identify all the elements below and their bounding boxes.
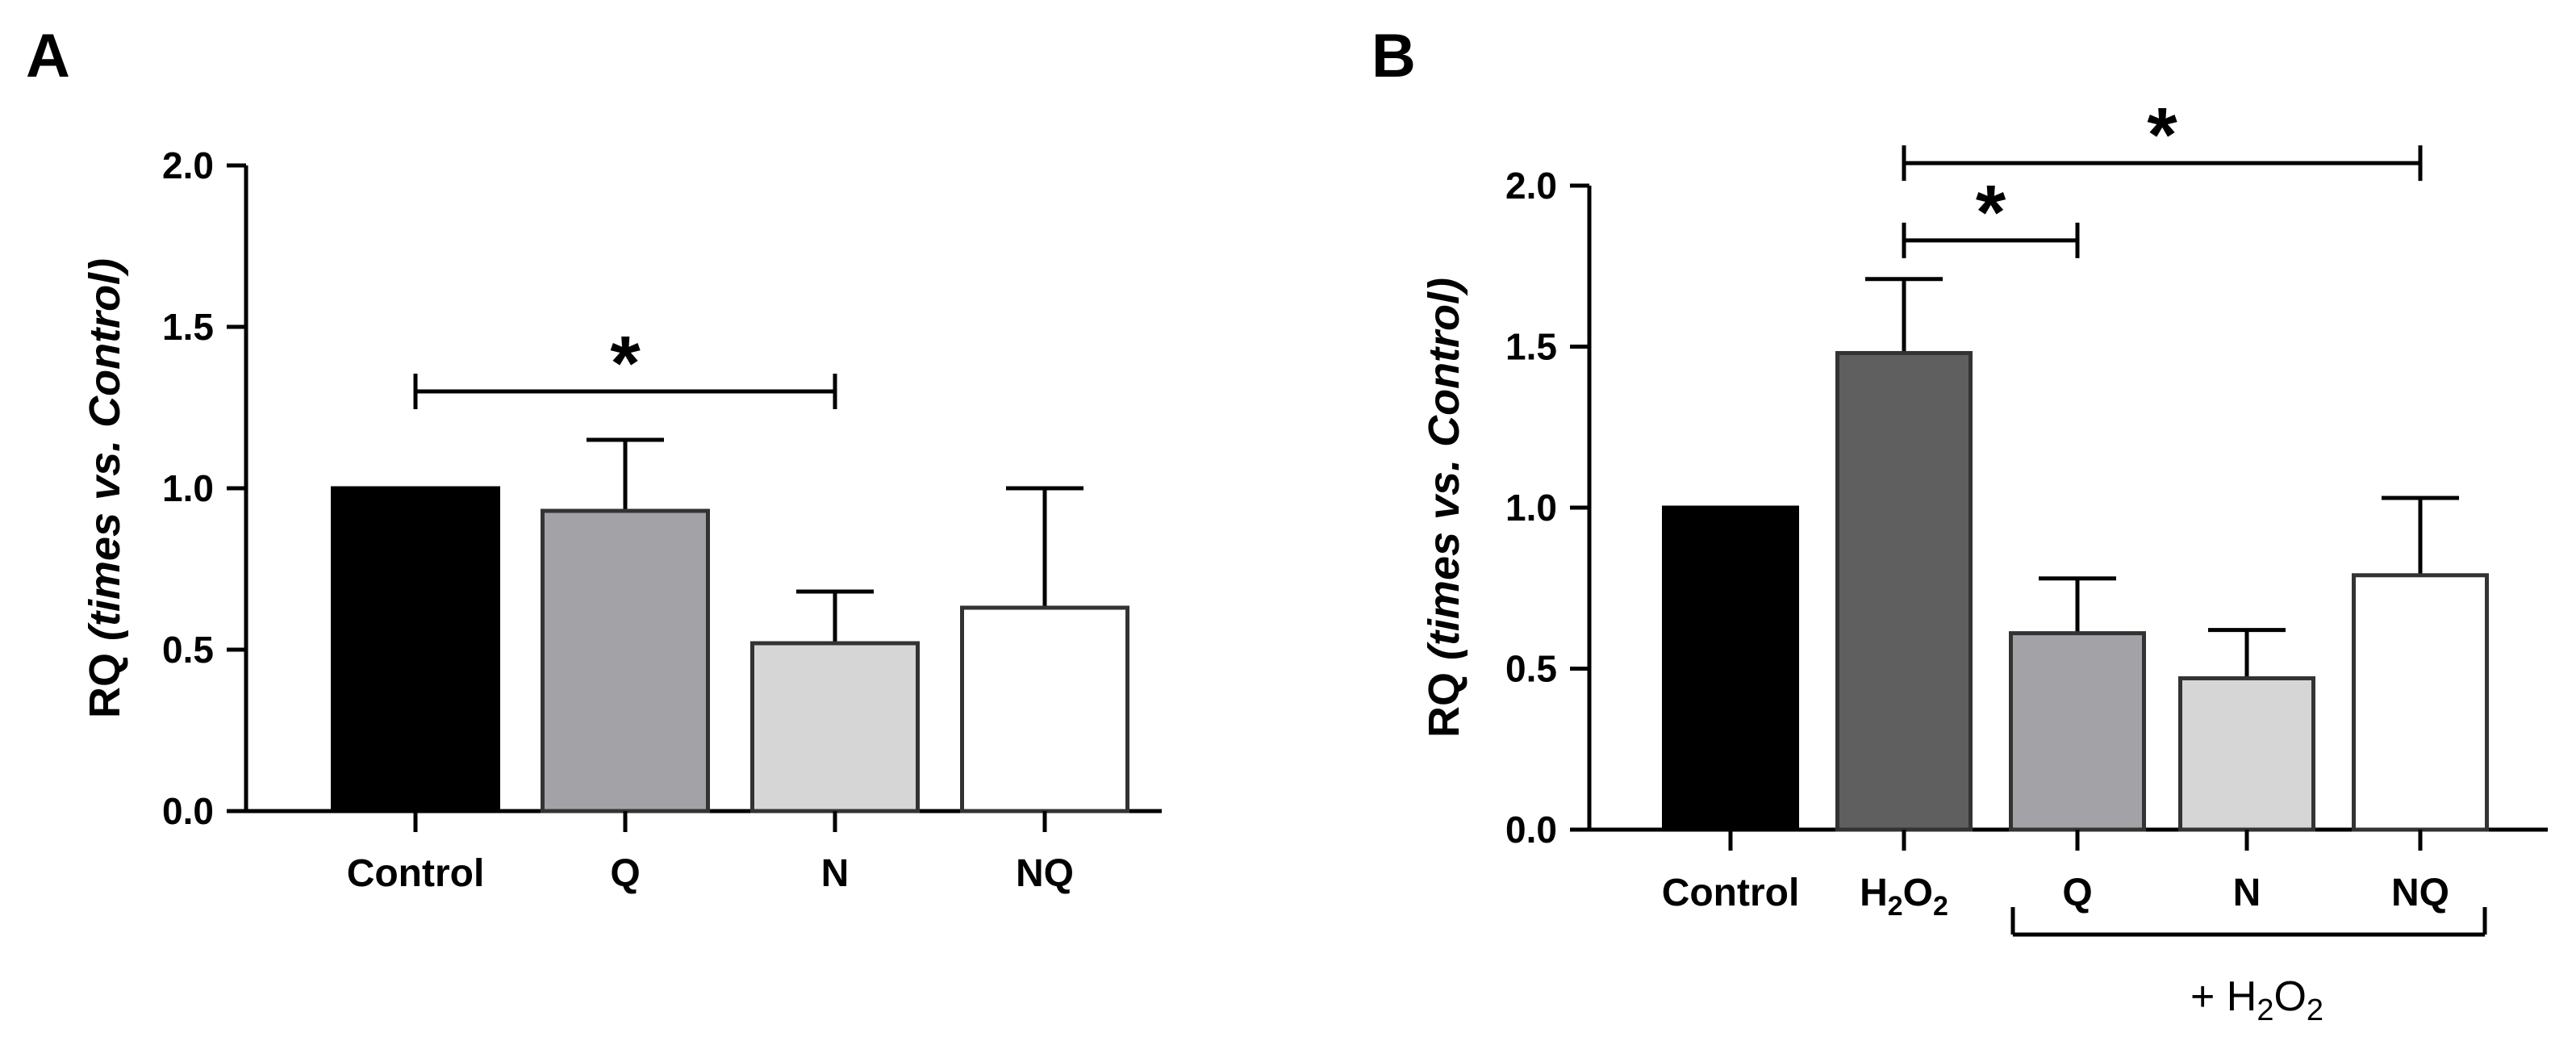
y-tick-label: 0.0 — [162, 790, 214, 832]
x-tick-label-n: N — [821, 852, 850, 895]
y-tick-label: 0.0 — [1505, 809, 1557, 851]
significance-star: * — [1976, 169, 2006, 256]
y-axis-label-italic: (times vs. Control) — [1420, 278, 1468, 660]
bar-control — [331, 486, 500, 814]
panel-label: B — [1372, 22, 1416, 90]
x-tick-label-q: Q — [2062, 872, 2092, 914]
significance-star: * — [2147, 92, 2177, 178]
y-tick-label: 1.5 — [1505, 326, 1557, 368]
bar-h2o2 — [1835, 350, 1973, 832]
group-bracket-label: + H2​O2​ — [2190, 973, 2323, 1027]
y-tick-label: 2.0 — [1505, 165, 1557, 207]
x-tick-label-q: Q — [610, 852, 640, 895]
x-tick-label-control: Control — [1662, 872, 1800, 914]
bar-nq — [960, 605, 1129, 814]
x-tick-label-h2o2: H2​O2​ — [1860, 872, 1948, 922]
y-axis-label-italic: (times vs. Control) — [81, 258, 129, 641]
bar-q — [541, 508, 710, 814]
bar-nq — [2352, 573, 2489, 832]
y-axis-label-main: RQ — [81, 653, 129, 718]
y-axis-label: RQ (times vs. Control) — [81, 258, 129, 718]
x-tick-label-nq: NQ — [2391, 872, 2449, 914]
x-tick-label-control: Control — [347, 852, 485, 895]
y-axis-label-main: RQ — [1420, 672, 1468, 738]
panel-label: A — [26, 22, 70, 90]
x-tick-label-n: N — [2233, 872, 2261, 914]
y-tick-label: 2.0 — [162, 144, 214, 186]
panel-b: B 0.0 0.5 1.0 1.5 2.0 RQ (times vs. Control) Co… — [1372, 22, 2548, 1027]
bar-n — [750, 641, 920, 814]
y-tick-label: 1.5 — [162, 306, 214, 348]
x-tick-label-nq: NQ — [1016, 852, 1074, 895]
bar-n — [2178, 675, 2315, 832]
y-axis-label: RQ (times vs. Control) — [1420, 278, 1468, 738]
y-tick-label: 1.0 — [162, 467, 214, 509]
y-tick-label: 0.5 — [162, 629, 214, 671]
bar-q — [2009, 631, 2146, 832]
y-tick-label: 0.5 — [1505, 648, 1557, 690]
panel-a: A 0.0 0.5 1.0 1.5 2.0 RQ (times vs. Control) Co… — [26, 22, 1162, 895]
significance-star: * — [610, 320, 641, 407]
bar-control — [1662, 505, 1799, 832]
y-tick-label: 1.0 — [1505, 487, 1557, 529]
